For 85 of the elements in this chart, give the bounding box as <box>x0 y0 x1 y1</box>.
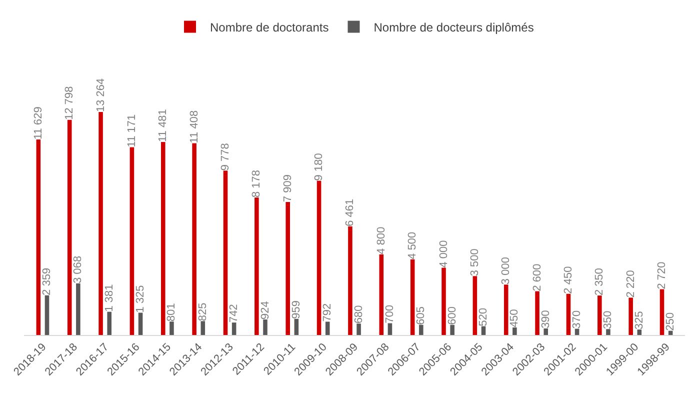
data-label: 801 <box>166 303 178 322</box>
bar <box>598 296 602 335</box>
data-label: 11 408 <box>188 110 200 144</box>
bar <box>44 295 50 335</box>
bar <box>200 321 206 335</box>
data-label: 520 <box>478 308 490 326</box>
data-label: 12 798 <box>64 86 76 120</box>
data-label: 1 381 <box>103 284 116 312</box>
data-label: 2 350 <box>594 268 606 296</box>
bar <box>574 328 580 335</box>
data-label: 924 <box>259 301 272 320</box>
bar <box>160 142 166 335</box>
bar <box>379 254 384 335</box>
data-label: 9 778 <box>219 143 232 171</box>
bar <box>388 323 392 335</box>
bar <box>36 140 41 335</box>
data-label: 390 <box>540 310 552 328</box>
bar <box>481 326 486 335</box>
data-label: 250 <box>664 312 677 331</box>
data-label: 6 461 <box>344 198 356 226</box>
data-label: 4 000 <box>438 240 450 268</box>
bar <box>512 327 517 335</box>
bar <box>504 284 508 335</box>
bar <box>98 112 103 335</box>
data-label: 11 171 <box>126 114 138 148</box>
data-label: 2 220 <box>624 270 637 298</box>
bar <box>107 312 112 335</box>
data-label: 605 <box>415 306 428 325</box>
bar <box>138 312 143 335</box>
data-label: 2 450 <box>562 266 574 294</box>
data-label: 959 <box>290 300 302 319</box>
data-label: 4 500 <box>406 232 419 260</box>
legend-label: Nombre de doctorants <box>210 20 329 34</box>
bar <box>254 198 259 335</box>
data-label: 680 <box>352 305 365 324</box>
bar <box>606 329 610 335</box>
bar <box>76 283 80 335</box>
data-label: 825 <box>196 302 209 322</box>
data-label: 7 909 <box>282 174 294 202</box>
bar <box>442 268 446 335</box>
data-label: 8 178 <box>250 170 263 198</box>
bar <box>450 324 454 335</box>
data-label: 1 325 <box>134 285 147 313</box>
data-label: 9 180 <box>313 153 326 181</box>
data-label: 325 <box>633 311 646 330</box>
data-label: 370 <box>571 310 584 329</box>
data-label: 2 359 <box>40 268 53 296</box>
bar <box>286 202 290 335</box>
bar <box>325 322 330 335</box>
legend-label: Nombre de docteurs diplômés <box>374 20 534 34</box>
bar <box>472 276 478 335</box>
data-label: 3 500 <box>468 248 481 276</box>
bar <box>223 170 228 335</box>
data-label: 13 264 <box>94 78 107 112</box>
bar <box>294 318 299 335</box>
data-label: 792 <box>322 303 334 322</box>
data-label: 350 <box>602 310 614 330</box>
bar <box>637 330 642 335</box>
bar <box>170 322 174 335</box>
bar <box>356 324 361 335</box>
bar <box>660 289 664 335</box>
data-label: 11 481 <box>157 109 170 142</box>
data-label: 11 629 <box>32 106 44 140</box>
data-label: 3 000 <box>500 257 512 285</box>
data-label: 742 <box>228 304 240 323</box>
bar <box>316 180 322 335</box>
bar <box>232 322 236 335</box>
bar <box>348 226 352 335</box>
bar <box>130 147 134 335</box>
data-label: 2 600 <box>531 264 544 292</box>
bar <box>263 319 268 335</box>
data-label: 2 720 <box>656 262 668 290</box>
data-label: 700 <box>384 304 396 324</box>
data-label: 450 <box>508 309 521 328</box>
data-label: 3 068 <box>72 256 84 284</box>
bar <box>419 324 424 335</box>
bar <box>628 298 633 335</box>
data-label: 600 <box>446 306 458 325</box>
bar <box>566 294 571 335</box>
bar <box>192 143 196 335</box>
data-label: 4 800 <box>375 226 388 254</box>
bar <box>410 259 415 335</box>
bar <box>535 291 540 335</box>
bar <box>67 120 72 335</box>
bar <box>544 328 548 335</box>
